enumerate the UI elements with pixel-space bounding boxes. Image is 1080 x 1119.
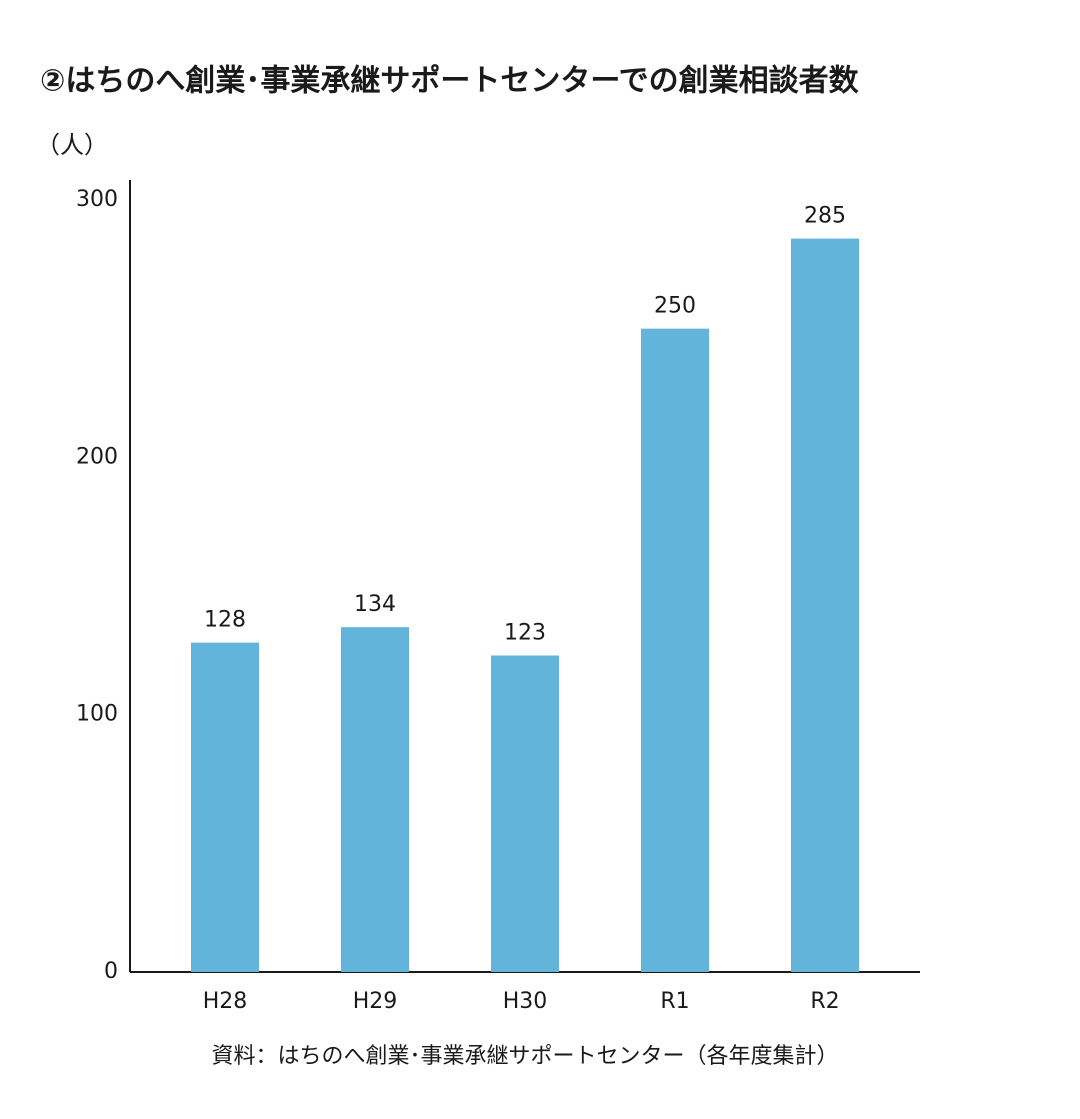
value-label: 134: [354, 592, 396, 617]
x-tick-label: H28: [203, 989, 248, 1014]
x-tick-label: H29: [353, 989, 398, 1014]
bar: [791, 238, 859, 973]
value-label: 285: [804, 204, 846, 229]
value-label: 123: [504, 620, 546, 645]
bar: [341, 627, 409, 972]
x-tick-label: R2: [810, 989, 839, 1014]
value-label: 128: [204, 608, 246, 633]
value-label: 250: [654, 294, 696, 319]
y-tick-label: 0: [104, 959, 118, 984]
bar: [491, 655, 559, 972]
x-tick-label: H30: [503, 989, 548, 1014]
y-tick-label: 200: [76, 444, 118, 469]
bar: [191, 642, 259, 972]
y-tick-label: 300: [76, 187, 118, 212]
x-tick-label: R1: [660, 989, 689, 1014]
y-tick-label: 100: [76, 702, 118, 727]
bar: [641, 328, 709, 973]
source-note: 資料：はちのへ創業･事業承継サポートセンター（各年度集計）: [211, 1044, 838, 1069]
y-axis-label: （人）: [36, 131, 108, 159]
chart-title: ②はちのへ創業･事業承継サポートセンターでの創業相談者数: [40, 64, 860, 99]
